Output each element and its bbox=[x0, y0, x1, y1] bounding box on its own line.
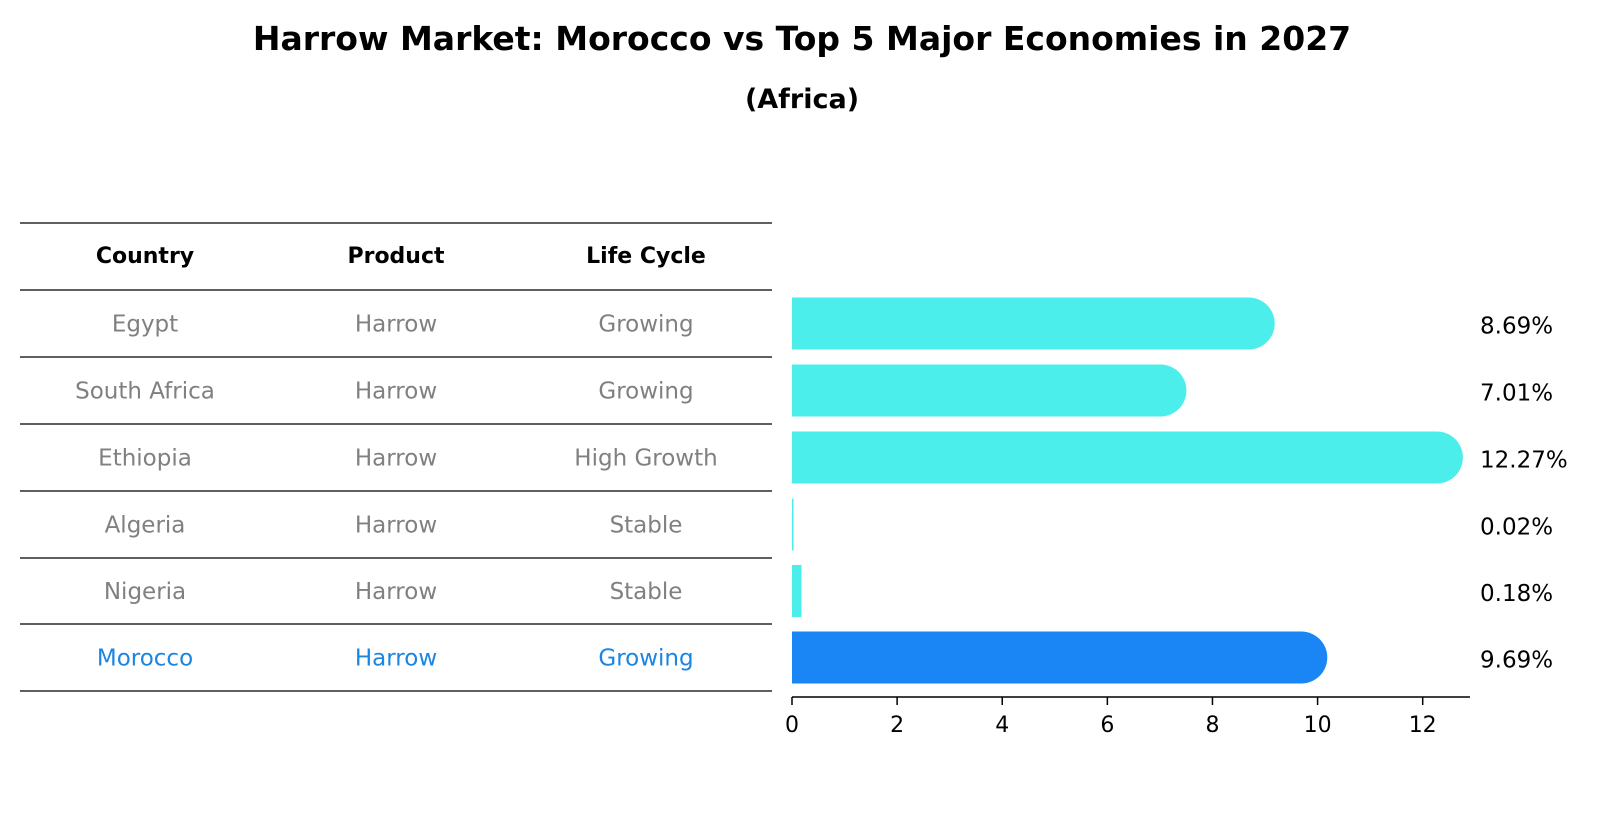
bar-algeria bbox=[792, 498, 794, 551]
table-row: South Africa Harrow Growing bbox=[75, 379, 694, 405]
table-row: Egypt Harrow Growing bbox=[112, 312, 694, 338]
cell-product: Harrow bbox=[355, 646, 437, 672]
table-row: Ethiopia Harrow High Growth bbox=[98, 446, 718, 472]
x-tick-label: 8 bbox=[1205, 713, 1219, 738]
chart-title: Harrow Market: Morocco vs Top 5 Major Ec… bbox=[253, 19, 1351, 58]
cell-country: Egypt bbox=[112, 312, 178, 338]
cell-life-cycle: Stable bbox=[610, 579, 683, 605]
cell-country: Nigeria bbox=[104, 579, 186, 605]
bar-egypt bbox=[792, 297, 1275, 350]
x-tick-label: 6 bbox=[1100, 713, 1114, 738]
x-tick-label: 12 bbox=[1409, 713, 1437, 738]
cell-country: Algeria bbox=[105, 513, 186, 539]
table-row: Nigeria Harrow Stable bbox=[104, 579, 683, 605]
cell-life-cycle: Stable bbox=[610, 513, 683, 539]
cell-product: Harrow bbox=[355, 379, 437, 405]
cell-product: Harrow bbox=[355, 312, 437, 338]
x-axis-ticks: 0 2 4 6 8 10 12 bbox=[785, 697, 1437, 738]
value-label: 8.69% bbox=[1480, 314, 1553, 340]
cell-country: South Africa bbox=[75, 379, 215, 405]
bars bbox=[792, 297, 1463, 684]
x-tick-label: 10 bbox=[1304, 713, 1332, 738]
value-label: 7.01% bbox=[1480, 381, 1553, 407]
value-label: 12.27% bbox=[1480, 448, 1568, 474]
bar-ethiopia bbox=[792, 431, 1463, 484]
value-labels: 8.69% 7.01% 12.27% 0.02% 0.18% 9.69% bbox=[1480, 314, 1568, 674]
bar-nigeria bbox=[792, 565, 802, 617]
bar-morocco bbox=[792, 631, 1328, 684]
value-label: 9.69% bbox=[1480, 648, 1553, 674]
data-table: Country Product Life Cycle Egypt Harrow Gr… bbox=[20, 222, 772, 692]
cell-product: Harrow bbox=[355, 446, 437, 472]
cell-country: Morocco bbox=[97, 646, 193, 672]
x-tick-label: 2 bbox=[890, 713, 904, 738]
cell-country: Ethiopia bbox=[98, 446, 192, 472]
cell-life-cycle: High Growth bbox=[574, 446, 717, 472]
cell-life-cycle: Growing bbox=[598, 379, 693, 405]
table-row: Morocco Harrow Growing bbox=[97, 646, 694, 672]
table-row: Algeria Harrow Stable bbox=[105, 513, 683, 539]
header-life-cycle: Life Cycle bbox=[586, 244, 706, 269]
table-body: Egypt Harrow Growing South Africa Harrow Grow… bbox=[75, 312, 718, 672]
cell-product: Harrow bbox=[355, 579, 437, 605]
table-rules bbox=[20, 222, 772, 692]
bar-south-africa bbox=[792, 364, 1187, 417]
x-tick-label: 0 bbox=[785, 713, 799, 738]
header-country: Country bbox=[96, 244, 194, 269]
value-label: 0.02% bbox=[1480, 515, 1553, 541]
cell-life-cycle: Growing bbox=[598, 312, 693, 338]
cell-life-cycle: Growing bbox=[598, 646, 693, 672]
bar-chart: 8.69% 7.01% 12.27% 0.02% 0.18% 9.69% 0 2 4 6 8 10 1… bbox=[785, 297, 1568, 738]
chart-subtitle: (Africa) bbox=[745, 84, 859, 115]
value-label: 0.18% bbox=[1480, 581, 1553, 607]
cell-product: Harrow bbox=[355, 513, 437, 539]
x-tick-label: 4 bbox=[995, 713, 1009, 738]
header-product: Product bbox=[347, 244, 445, 269]
